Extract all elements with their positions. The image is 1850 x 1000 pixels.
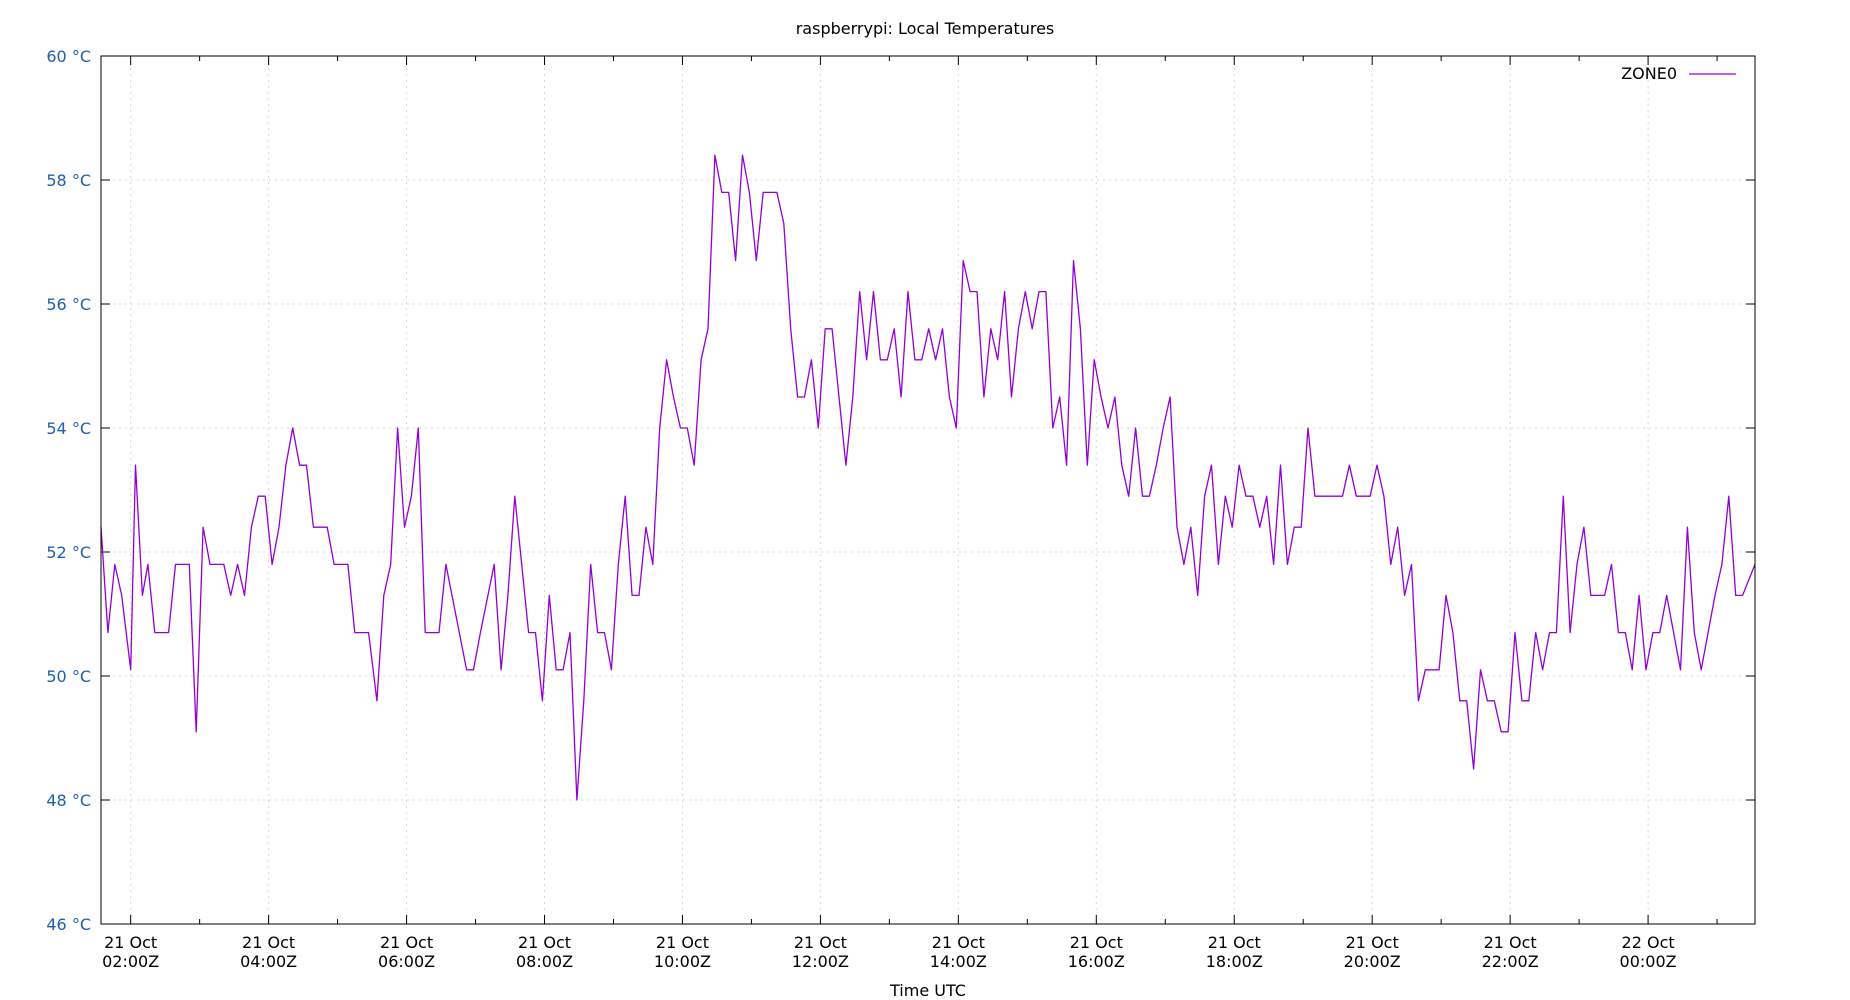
y-tick-label: 56 °C (46, 295, 91, 314)
grid-lines (101, 56, 1755, 924)
y-tick-label: 60 °C (46, 47, 91, 66)
x-tick-label-date: 21 Oct (104, 933, 157, 952)
legend: ZONE0 (1621, 64, 1736, 83)
y-tick-label: 46 °C (46, 915, 91, 934)
x-axis-label: Time UTC (889, 981, 966, 1000)
x-tick-label-date: 22 Oct (1622, 933, 1675, 952)
y-tick-label: 54 °C (46, 419, 91, 438)
x-tick-label-time: 22:00Z (1482, 952, 1539, 971)
y-tick-label: 52 °C (46, 543, 91, 562)
x-tick-label-date: 21 Oct (932, 933, 985, 952)
x-tick-label-time: 18:00Z (1206, 952, 1263, 971)
plot-frame (100, 55, 1756, 925)
y-tick-label: 50 °C (46, 667, 91, 686)
x-tick-label-time: 16:00Z (1068, 952, 1125, 971)
x-tick-label-date: 21 Oct (1208, 933, 1261, 952)
x-tick-label-date: 21 Oct (380, 933, 433, 952)
series-layer (100, 154, 1756, 801)
x-tick-label-date: 21 Oct (656, 933, 709, 952)
x-tick-label-date: 21 Oct (518, 933, 571, 952)
y-tick-label: 58 °C (46, 171, 91, 190)
x-tick-label-time: 20:00Z (1344, 952, 1401, 971)
x-tick-label-time: 10:00Z (654, 952, 711, 971)
x-tick-label-time: 02:00Z (102, 952, 159, 971)
series-line-zone0 (100, 154, 1756, 801)
x-tick-label-date: 21 Oct (1346, 933, 1399, 952)
legend-label-zone0: ZONE0 (1621, 64, 1677, 83)
x-tick-label-time: 00:00Z (1620, 952, 1677, 971)
x-tick-label-date: 21 Oct (794, 933, 847, 952)
x-tick-label-time: 08:00Z (516, 952, 573, 971)
x-tick-label-date: 21 Oct (242, 933, 295, 952)
y-axis: 46 °C 48 °C 50 °C 52 °C 54 °C 56 °C 58 °C 60 °C (46, 47, 1755, 934)
x-tick-label-date: 21 Oct (1070, 933, 1123, 952)
x-tick-label-date: 21 Oct (1484, 933, 1537, 952)
x-tick-label-time: 14:00Z (930, 952, 987, 971)
x-tick-label-time: 04:00Z (240, 952, 297, 971)
chart-title: raspberrypi: Local Temperatures (796, 19, 1055, 38)
x-tick-label-time: 12:00Z (792, 952, 849, 971)
y-tick-label: 48 °C (46, 791, 91, 810)
x-tick-label-time: 06:00Z (378, 952, 435, 971)
